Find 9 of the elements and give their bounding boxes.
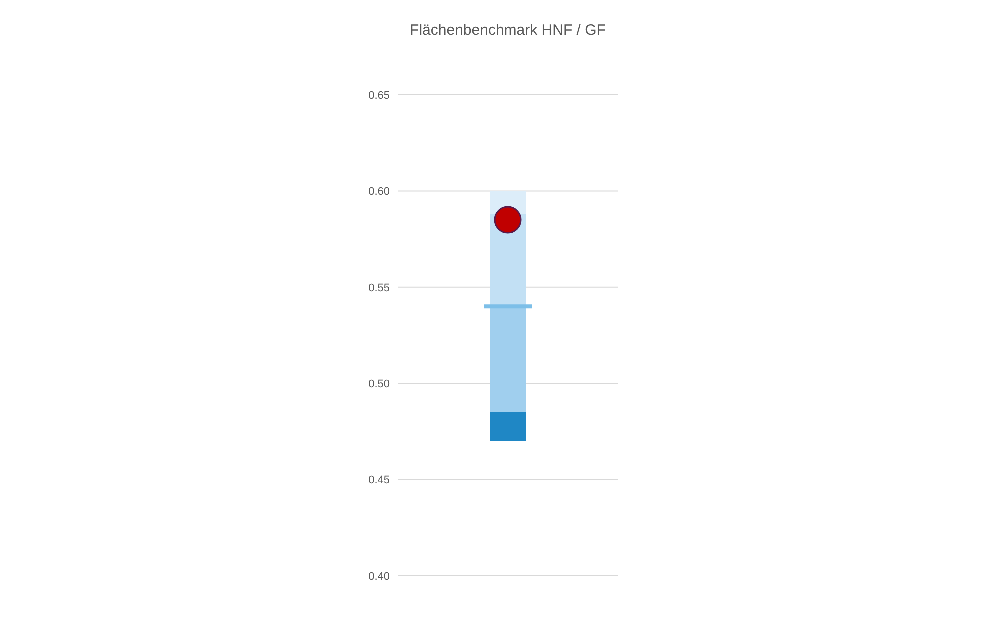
y-tick-label: 0.45 [368, 474, 390, 487]
chart-title: Flächenbenchmark HNF / GF [409, 22, 607, 39]
y-tick-label: 0.60 [368, 186, 390, 198]
y-tick-label: 0.65 [368, 90, 390, 102]
bar [490, 306, 526, 412]
y-tick-label: 0.50 [368, 378, 390, 391]
bar [490, 412, 526, 442]
y-tick-label: 0.55 [368, 282, 390, 294]
y-tick-label: 0.40 [368, 570, 390, 583]
